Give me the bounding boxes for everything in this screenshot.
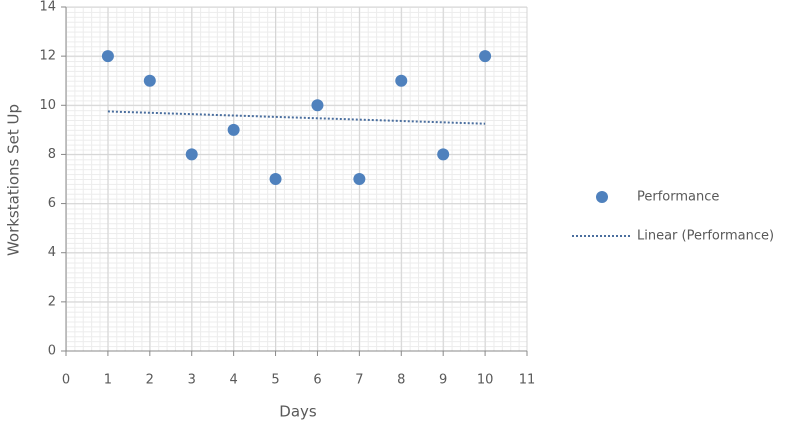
- x-tick-label: 5: [271, 373, 279, 388]
- x-tick-label: 9: [439, 373, 447, 388]
- x-tick-label: 1: [104, 373, 112, 388]
- y-tick-label: 12: [39, 49, 56, 64]
- x-tick-label: 8: [397, 373, 405, 388]
- point: [353, 173, 366, 185]
- y-tick-label: 8: [48, 147, 56, 162]
- point: [269, 173, 282, 185]
- y-tick-label: 6: [48, 196, 56, 211]
- y-tick-label: 2: [48, 294, 56, 309]
- trend-line: [107, 110, 486, 125]
- point: [311, 99, 324, 112]
- y-tick-label: 10: [39, 98, 56, 113]
- legend-label: Linear (Performance): [637, 229, 774, 244]
- x-tick-label: 10: [477, 373, 494, 388]
- legend-label: Performance: [637, 190, 719, 205]
- x-tick-label: 0: [62, 373, 70, 388]
- y-tick-label: 0: [48, 344, 56, 359]
- point: [227, 123, 240, 136]
- x-axis-label: Days: [279, 403, 317, 421]
- x-tick-label: 7: [355, 373, 363, 388]
- x-tick-label: 3: [188, 373, 196, 388]
- x-tick-label: 6: [313, 373, 321, 388]
- point: [185, 148, 198, 161]
- point: [101, 50, 114, 63]
- x-tick-label: 4: [229, 373, 237, 388]
- point: [395, 74, 408, 87]
- minor-grid: [66, 7, 527, 351]
- point: [479, 50, 492, 63]
- point: [437, 148, 450, 161]
- point: [143, 74, 156, 87]
- x-tick-label: 11: [519, 373, 536, 388]
- legend-marker: [596, 191, 608, 203]
- y-axis-label: Workstations Set Up: [5, 104, 23, 256]
- x-tick-label: 2: [146, 373, 154, 388]
- y-tick-label: 4: [48, 245, 56, 260]
- y-tick-label: 14: [39, 0, 56, 15]
